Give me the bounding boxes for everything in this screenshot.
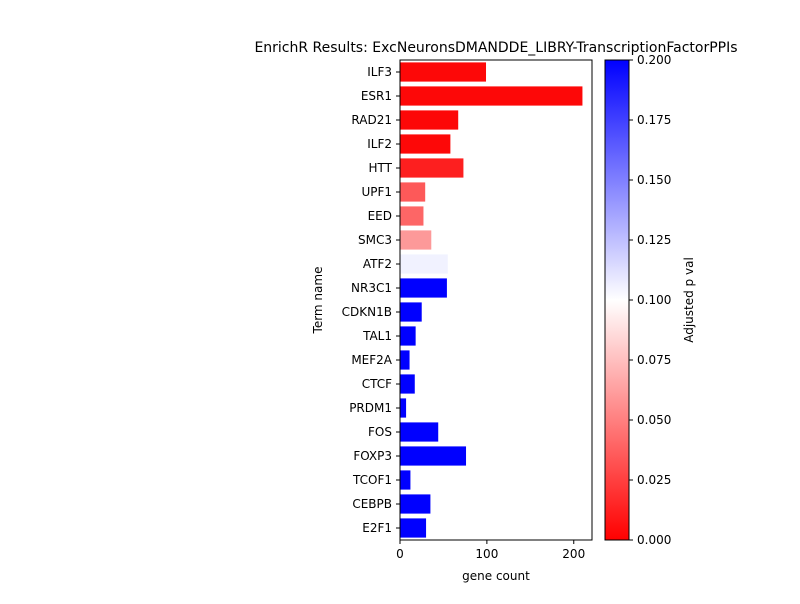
- y-tick-label: FOS: [368, 425, 392, 439]
- colorbar-tick-label: 0.150: [637, 173, 671, 187]
- bar-smc3: [400, 230, 432, 250]
- y-tick-label: ILF2: [367, 137, 392, 151]
- bar-fos: [400, 422, 439, 442]
- colorbar-tick-label: 0.100: [637, 293, 671, 307]
- y-tick-label: SMC3: [358, 233, 392, 247]
- bar-foxp3: [400, 446, 467, 466]
- colorbar: [604, 59, 630, 541]
- y-axis-label: Term name: [311, 267, 325, 335]
- y-tick-label: EED: [368, 209, 392, 223]
- bar-ilf2: [400, 134, 451, 154]
- y-tick-label: TCOF1: [352, 473, 392, 487]
- colorbar-tick-label: 0.125: [637, 233, 671, 247]
- x-axis: 0 100 200: [396, 540, 585, 561]
- y-tick-label: CTCF: [362, 377, 392, 391]
- bar-cdkn1b: [400, 302, 422, 322]
- colorbar-tick-label: 0.025: [637, 473, 671, 487]
- colorbar-tick-label: 0.000: [637, 533, 671, 547]
- bar-e2f1: [400, 518, 427, 538]
- y-tick-label: HTT: [369, 161, 393, 175]
- bar-tcof1: [400, 470, 411, 490]
- bar-tal1: [400, 326, 416, 346]
- x-axis-label: gene count: [462, 569, 530, 583]
- y-tick-label: ESR1: [361, 89, 392, 103]
- colorbar-tick-label: 0.175: [637, 113, 671, 127]
- y-tick-label: PRDM1: [349, 401, 392, 415]
- y-tick-label: E2F1: [362, 521, 392, 535]
- bar-atf2: [400, 254, 448, 274]
- y-tick-label: NR3C1: [351, 281, 392, 295]
- y-tick-label: UPF1: [361, 185, 392, 199]
- chart-title: EnrichR Results: ExcNeuronsDMANDDE_LIBRY…: [254, 40, 737, 56]
- bar-nr3c1: [400, 278, 447, 298]
- bar-prdm1: [400, 398, 407, 418]
- x-tick-label: 100: [475, 547, 498, 561]
- colorbar-tick-label: 0.200: [637, 53, 671, 67]
- bar-esr1: [400, 86, 583, 106]
- plot-frame: [399, 59, 593, 541]
- y-tick-label: ATF2: [363, 257, 392, 271]
- bar-cebpb: [400, 494, 431, 514]
- bar-upf1: [400, 182, 426, 202]
- colorbar-label: Adjusted p val: [682, 257, 696, 343]
- y-tick-label: FOXP3: [353, 449, 392, 463]
- y-tick-label: TAL1: [362, 329, 392, 343]
- colorbar-tick-label: 0.075: [637, 353, 671, 367]
- bar-ctcf: [400, 374, 415, 394]
- y-tick-label: MEF2A: [351, 353, 392, 367]
- bar-mef2a: [400, 350, 410, 370]
- bar-eed: [400, 206, 424, 226]
- y-tick-label: ILF3: [367, 65, 392, 79]
- bar-rad21: [400, 110, 459, 130]
- bar-group: [400, 62, 583, 538]
- y-axis: ILF3 ESR1 RAD21 ILF2 HTT UPF1 EED SMC3 ATF2 NR3C1…: [342, 65, 400, 535]
- bar-ilf3: [400, 62, 487, 82]
- bar-htt: [400, 158, 464, 178]
- x-tick-label: 0: [396, 547, 404, 561]
- colorbar-tick-label: 0.050: [637, 413, 671, 427]
- x-tick-label: 200: [562, 547, 585, 561]
- y-tick-label: CEBPB: [352, 497, 392, 511]
- y-tick-label: CDKN1B: [342, 305, 392, 319]
- y-tick-label: RAD21: [351, 113, 392, 127]
- colorbar-axis: 0.000 0.025 0.050 0.075 0.100 0.125 0.150 0.175…: [629, 53, 671, 547]
